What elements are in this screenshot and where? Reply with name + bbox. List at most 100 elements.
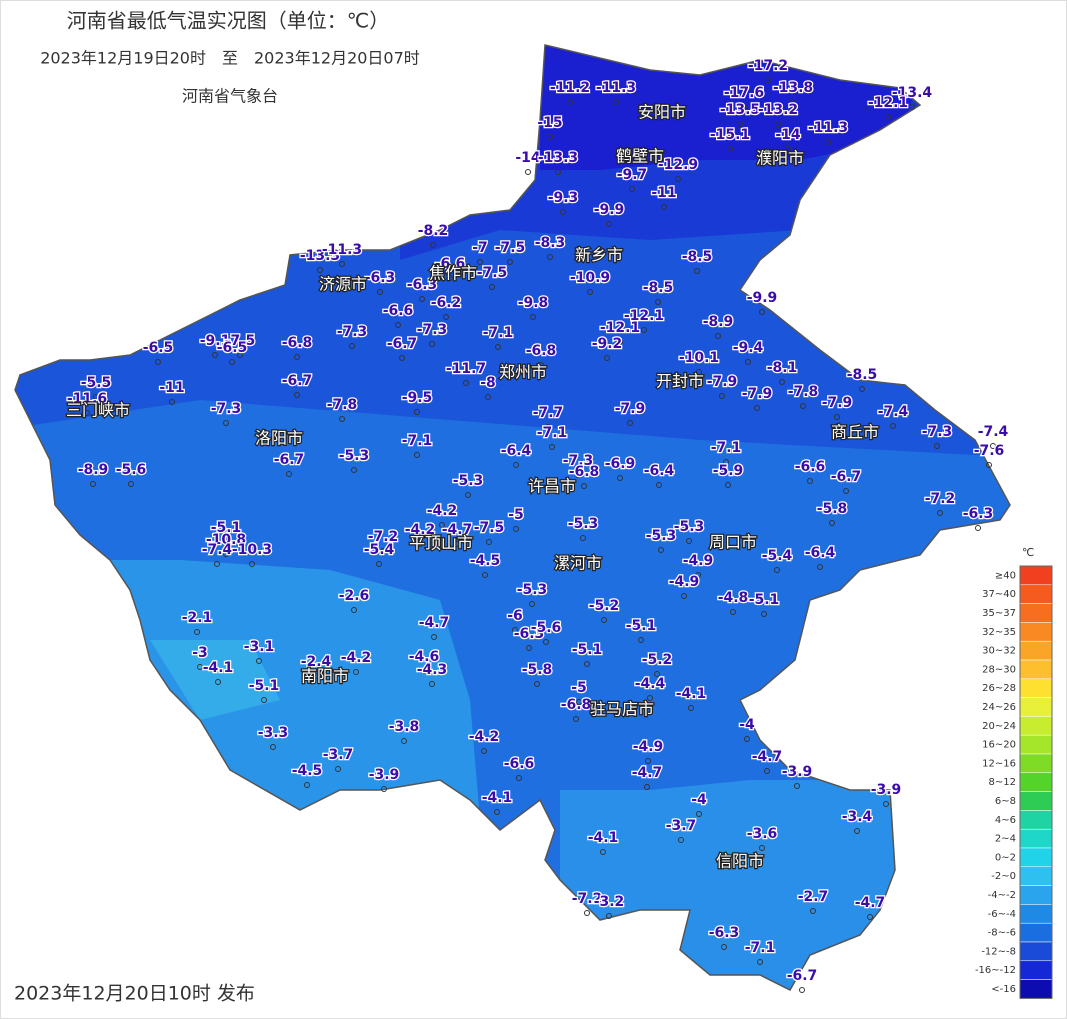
station-value: -3.6 bbox=[747, 826, 778, 842]
city-name: 新乡市 bbox=[575, 246, 623, 265]
station-dot bbox=[430, 242, 436, 248]
station-value: -17.6 bbox=[724, 85, 764, 101]
station-dot bbox=[678, 837, 684, 843]
legend-swatch bbox=[1019, 697, 1053, 717]
station-dot bbox=[655, 299, 661, 305]
station-value: -8.1 bbox=[767, 360, 798, 376]
station-dot bbox=[376, 561, 382, 567]
station-value: -13.4 bbox=[892, 85, 933, 101]
station-value: -2.7 bbox=[798, 889, 829, 905]
city-name: 周口市 bbox=[709, 533, 757, 552]
station-value: -7.4 bbox=[978, 424, 1009, 440]
station-value: -12.1 bbox=[624, 308, 664, 324]
station-dot bbox=[725, 482, 731, 488]
station-dot bbox=[604, 355, 610, 361]
station-value: -7.6 bbox=[974, 443, 1005, 459]
station-value: -13.3 bbox=[300, 248, 340, 264]
station-dot bbox=[128, 481, 134, 487]
station-dot bbox=[560, 209, 566, 215]
station-dot bbox=[686, 538, 692, 544]
legend-swatch bbox=[1019, 904, 1053, 924]
station-value: -4 bbox=[691, 792, 707, 808]
station-value: -5.3 bbox=[339, 448, 370, 464]
legend-unit: ℃ bbox=[1022, 546, 1034, 559]
station-value: -5.6 bbox=[531, 620, 562, 636]
station-dot bbox=[727, 146, 733, 152]
legend-label: 37~40 bbox=[982, 589, 1016, 600]
station-dot bbox=[587, 289, 593, 295]
station-dot bbox=[351, 607, 357, 613]
station-value: -7.8 bbox=[788, 384, 819, 400]
station-dot bbox=[516, 775, 522, 781]
station-value: -9.1 bbox=[200, 333, 231, 349]
station-dot bbox=[647, 695, 653, 701]
station-value: -6.5 bbox=[217, 340, 248, 356]
station-value: -6.7 bbox=[831, 469, 862, 485]
station-value: -8.9 bbox=[703, 314, 734, 330]
legend-swatch bbox=[1019, 603, 1053, 623]
station-value: -4.3 bbox=[417, 662, 448, 678]
station-dot bbox=[525, 169, 531, 175]
station-dot bbox=[381, 786, 387, 792]
station-dot bbox=[429, 341, 435, 347]
station-value: -10.9 bbox=[570, 270, 610, 286]
station-dot bbox=[843, 488, 849, 494]
station-value: -3.9 bbox=[782, 764, 813, 780]
station-dot bbox=[486, 539, 492, 545]
station-value: -4.9 bbox=[683, 553, 714, 569]
station-value: -7.3 bbox=[417, 322, 448, 338]
station-value: -3.7 bbox=[323, 747, 354, 763]
station-value: -5.5 bbox=[81, 375, 112, 391]
city-name: 许昌市 bbox=[528, 477, 576, 496]
legend-swatch bbox=[1019, 885, 1053, 905]
station-dot bbox=[339, 416, 345, 422]
station-value: -11.3 bbox=[596, 80, 636, 96]
station-value: -3.1 bbox=[244, 639, 275, 655]
station-value: -17.2 bbox=[748, 58, 788, 74]
station-dot bbox=[645, 758, 651, 764]
station-value: -14 bbox=[775, 127, 801, 143]
station-value: -5.2 bbox=[642, 652, 673, 668]
station-dot bbox=[215, 679, 221, 685]
legend-label: 16~20 bbox=[982, 740, 1016, 751]
station-dot bbox=[794, 783, 800, 789]
station-value: -11 bbox=[159, 380, 184, 396]
station-dot bbox=[197, 664, 203, 670]
station-value: -7.5 bbox=[474, 520, 505, 536]
station-value: -5.3 bbox=[568, 516, 599, 532]
station-value: -12.1 bbox=[600, 320, 640, 336]
station-value: -7.3 bbox=[922, 424, 953, 440]
station-dot bbox=[421, 668, 427, 674]
station-dot bbox=[90, 481, 96, 487]
station-dot bbox=[223, 539, 229, 545]
station-dot bbox=[431, 634, 437, 640]
legend-label: 20~24 bbox=[982, 721, 1016, 732]
station-value: -15 bbox=[537, 115, 562, 131]
station-dot bbox=[810, 908, 816, 914]
station-value: -6.8 bbox=[526, 343, 557, 359]
station-value: -5 bbox=[571, 680, 587, 696]
legend-swatch bbox=[1019, 716, 1053, 736]
station-dot bbox=[584, 910, 590, 916]
station-dot bbox=[785, 146, 791, 152]
station-dot bbox=[294, 392, 300, 398]
station-dot bbox=[335, 766, 341, 772]
station-dot bbox=[638, 637, 644, 643]
station-value: -7 bbox=[472, 240, 488, 256]
station-value: -6 bbox=[507, 608, 523, 624]
station-dot bbox=[573, 716, 579, 722]
station-value: -7.1 bbox=[711, 440, 742, 456]
station-dot bbox=[681, 593, 687, 599]
station-value: -2.4 bbox=[301, 654, 332, 670]
station-value: -4.2 bbox=[469, 729, 500, 745]
station-value: -5.1 bbox=[749, 592, 780, 608]
station-value: -6.7 bbox=[282, 373, 313, 389]
station-value: -7.8 bbox=[327, 397, 358, 413]
legend-swatch bbox=[1019, 828, 1053, 849]
station-value: -2.6 bbox=[339, 588, 370, 604]
city-name: 平顶山市 bbox=[409, 534, 473, 553]
legend: ≥40 37~40 35~37 32~35 30~32 28~30 26~28 24~26 20… bbox=[975, 565, 1053, 999]
station-dot bbox=[380, 548, 386, 554]
station-value: -11.2 bbox=[550, 80, 590, 96]
station-value: -7.9 bbox=[615, 401, 646, 417]
